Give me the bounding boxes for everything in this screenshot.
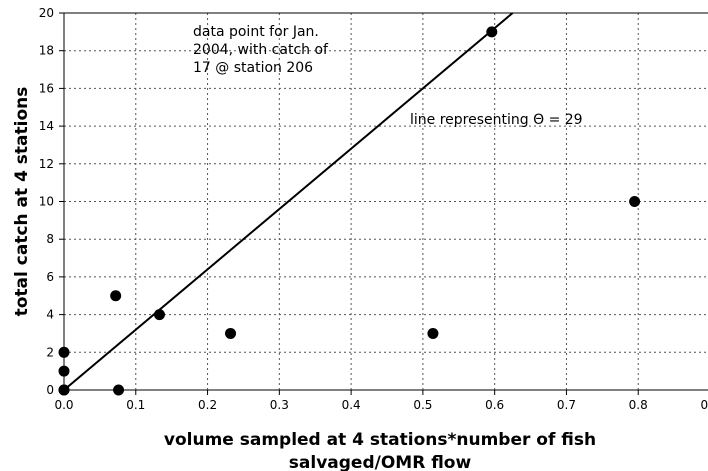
- data-point: [427, 327, 439, 339]
- y-tick-label: 8: [46, 232, 54, 246]
- data-point: [629, 196, 641, 207]
- x-tick-label: 0.2: [198, 398, 217, 412]
- y-tick-label: 20: [39, 6, 54, 20]
- y-tick-label: 14: [39, 119, 54, 133]
- annotations: data point for Jan. 2004, with catch of 17…: [193, 24, 583, 128]
- y-tick-label: 6: [46, 270, 54, 284]
- x-tick-label: 0.4: [342, 398, 361, 412]
- data-point: [58, 384, 70, 396]
- data-point: [486, 26, 498, 38]
- data-point: [110, 290, 122, 302]
- x-tick-label: 0.1: [126, 398, 145, 412]
- y-axis-ticks: 0 2 4 6 8 10 12 14 16 18 20: [39, 6, 64, 397]
- y-tick-label: 4: [46, 308, 54, 322]
- y-tick-label: 12: [39, 157, 54, 171]
- x-axis-title-line2: salvaged/OMR flow: [289, 453, 472, 471]
- x-tick-label: 0.3: [270, 398, 289, 412]
- y-tick-label: 0: [46, 383, 54, 397]
- data-points: [58, 26, 641, 396]
- data-point: [113, 384, 125, 396]
- annotation-data-point: data point for Jan. 2004, with catch of 17…: [193, 24, 329, 76]
- y-tick-label: 18: [39, 44, 54, 58]
- x-tick-label: 0.5: [413, 398, 432, 412]
- x-tick-label: 0.7: [557, 398, 576, 412]
- x-tick-label: 0.9: [700, 398, 708, 412]
- annotation-line: line representing Θ = 29: [410, 112, 583, 128]
- x-axis-title-line1: volume sampled at 4 stations*number of f…: [164, 430, 596, 450]
- y-tick-label: 10: [39, 195, 54, 209]
- y-tick-label: 2: [46, 345, 54, 359]
- x-tick-label: 0.6: [485, 398, 504, 412]
- data-point: [153, 309, 165, 321]
- data-point: [58, 346, 70, 358]
- x-tick-label: 0.0: [54, 398, 73, 412]
- y-axis-title: total catch at 4 stations: [12, 87, 32, 317]
- data-point: [58, 365, 70, 377]
- gridlines: [64, 13, 708, 390]
- data-point: [225, 327, 237, 339]
- y-tick-label: 16: [39, 81, 54, 95]
- fit-line: [63, 12, 514, 391]
- x-axis-ticks: 0.0 0.1 0.2 0.3 0.4 0.5 0.6 0.7 0.8 0.9: [54, 390, 708, 412]
- x-tick-label: 0.8: [629, 398, 648, 412]
